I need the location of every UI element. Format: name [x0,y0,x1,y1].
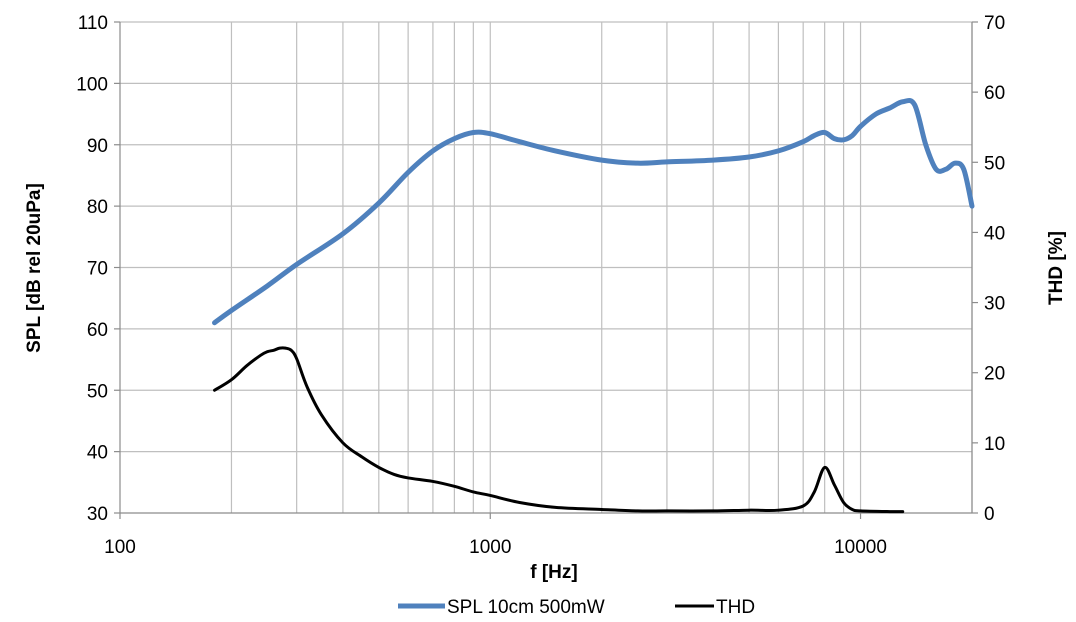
x-axis-ticks: 100 1000 10000 [104,513,887,558]
right-axis-ticks: 0 10 20 30 40 50 60 70 [972,13,1005,525]
right-tick-label: 70 [984,13,1005,34]
right-tick-label: 40 [984,223,1005,244]
legend-label-spl: SPL 10cm 500mW [447,597,605,618]
grid [120,21,973,513]
left-tick-label: 70 [87,259,108,280]
left-tick-label: 40 [87,443,108,464]
x-tick-label: 10000 [834,537,887,558]
x-tick-label: 100 [104,537,136,558]
x-axis-title: f [Hz] [530,562,577,583]
left-tick-label: 30 [87,504,108,525]
left-tick-label: 110 [78,13,108,34]
legend: SPL 10cm 500mW THD [398,597,755,618]
series-layer [212,97,975,514]
right-tick-label: 60 [984,83,1005,104]
right-tick-label: 10 [984,434,1005,455]
right-axis-title: THD [%] [1046,231,1067,305]
left-axis-title: SPL [dB rel 20uPa] [24,183,45,353]
series-line-spl [212,97,975,326]
right-tick-label: 20 [984,364,1005,385]
right-tick-label: 0 [984,504,995,525]
right-tick-label: 50 [984,153,1005,174]
left-axis-ticks: 30 40 50 60 70 80 90 100 110 [76,13,120,525]
series-line-thd [213,346,905,514]
left-tick-label: 60 [87,320,108,341]
legend-label-thd: THD [716,597,755,618]
right-tick-label: 30 [984,294,1005,315]
left-tick-label: 80 [87,197,108,218]
left-tick-label: 50 [87,381,108,402]
left-tick-label: 90 [87,136,108,157]
left-tick-label: 100 [76,74,108,95]
x-tick-label: 1000 [469,537,511,558]
